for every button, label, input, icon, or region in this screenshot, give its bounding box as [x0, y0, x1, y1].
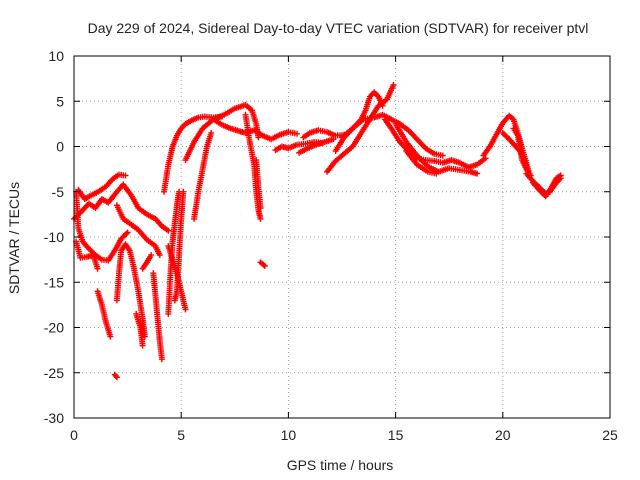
data-point [139, 342, 146, 349]
data-point [439, 152, 446, 159]
y-tick-label: 5 [56, 93, 64, 109]
y-tick-label: -25 [44, 365, 64, 381]
y-axis-label: SDTVAR / TECUs [6, 182, 22, 294]
data-point [390, 82, 397, 88]
data-point [379, 102, 386, 109]
x-tick-label: 0 [70, 427, 78, 443]
data-point [474, 170, 481, 177]
y-tick-label: -10 [44, 229, 64, 245]
x-axis-label: GPS time / hours [287, 457, 394, 473]
chart-title: Day 229 of 2024, Sidereal Day-to-day VTE… [88, 20, 589, 36]
data-point [158, 356, 165, 363]
x-tick-label: 10 [281, 427, 297, 443]
x-tick-label: 25 [602, 427, 618, 443]
x-tick-label: 5 [177, 427, 185, 443]
data-point [257, 215, 264, 222]
data-point [261, 263, 268, 269]
y-tick-label: 0 [56, 139, 64, 155]
data-point [107, 333, 114, 340]
y-tick-label: -30 [44, 410, 64, 426]
y-axis: 10 5 0 -5 -10 -15 -20 -25 -30 [44, 48, 610, 426]
data-points [71, 82, 564, 381]
x-tick-label: 15 [388, 427, 404, 443]
data-point [557, 172, 564, 179]
y-tick-label: -20 [44, 320, 64, 336]
data-point [124, 229, 131, 236]
data-point [182, 306, 189, 313]
grid-lines [74, 56, 610, 418]
data-point [433, 170, 440, 177]
data-point [156, 252, 163, 259]
data-point [122, 172, 129, 179]
data-point [141, 333, 148, 340]
data-point [94, 265, 101, 272]
y-tick-label: -5 [52, 184, 65, 200]
y-tick-label: 10 [48, 48, 64, 64]
data-point [113, 374, 120, 381]
data-point [171, 297, 178, 304]
data-point [257, 205, 264, 211]
y-tick-label: -15 [44, 274, 64, 290]
data-point [165, 227, 172, 234]
x-axis: 0 5 10 15 20 25 [70, 56, 618, 443]
data-point [148, 252, 155, 259]
data-point [294, 130, 300, 137]
data-point [208, 129, 215, 136]
x-tick-label: 20 [495, 427, 511, 443]
